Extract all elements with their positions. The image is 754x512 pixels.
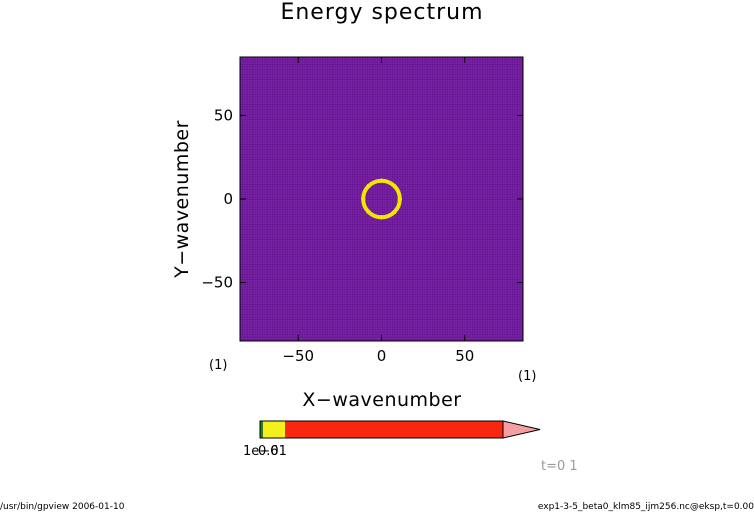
x-tick-label: 0: [377, 347, 387, 365]
y-tick-label: −50: [201, 274, 233, 292]
x-unit-label: (1): [518, 369, 536, 384]
colorbar-segment-lowest: [260, 421, 263, 438]
plot-area: [239, 56, 524, 342]
x-tick-label: −50: [282, 347, 314, 365]
x-tick-label: 50: [455, 347, 474, 365]
ring-knot: [392, 183, 397, 189]
colorbar-segment-middle: [263, 421, 285, 438]
y-tick-label: 0: [223, 190, 233, 208]
ring-knot: [366, 209, 371, 215]
ring-knot: [397, 196, 403, 202]
colorbar-overflow-triangle: [502, 420, 541, 439]
x-axis-ticks: −50 0 50: [282, 57, 474, 365]
colorbar-hatch: [286, 421, 502, 438]
colorbar: 1e−6 0.01: [243, 420, 541, 459]
y-axis-title: Y−wavenumber: [171, 120, 193, 279]
colorbar-tick-label-0.01: 0.01: [258, 444, 287, 459]
time-label: t=0 1: [541, 459, 578, 474]
chart-title: Energy spectrum: [280, 0, 483, 25]
y-unit-label: (1): [209, 358, 227, 373]
plot-grid: [240, 57, 523, 341]
x-axis-title: X−wavenumber: [302, 389, 461, 411]
ring-knot: [360, 196, 366, 202]
footer-right-text: exp1-3-5_beta0_klm85_ijm256.nc@eksp,t=0.…: [538, 502, 754, 512]
ring-knot: [379, 178, 384, 183]
footer-left-text: /usr/bin/gpview 2006-01-10: [0, 502, 125, 512]
ring-knot: [379, 215, 384, 220]
colorbar-tick-label-1e-6: 1e−6: [243, 444, 278, 459]
colorbar-segment-highest: [285, 421, 503, 438]
ring-knot: [392, 209, 397, 215]
y-axis-ticks: 50 0 −50: [201, 106, 523, 292]
ring-knot: [366, 183, 371, 189]
y-tick-label: 50: [214, 106, 233, 124]
energy-ring: [360, 178, 403, 220]
